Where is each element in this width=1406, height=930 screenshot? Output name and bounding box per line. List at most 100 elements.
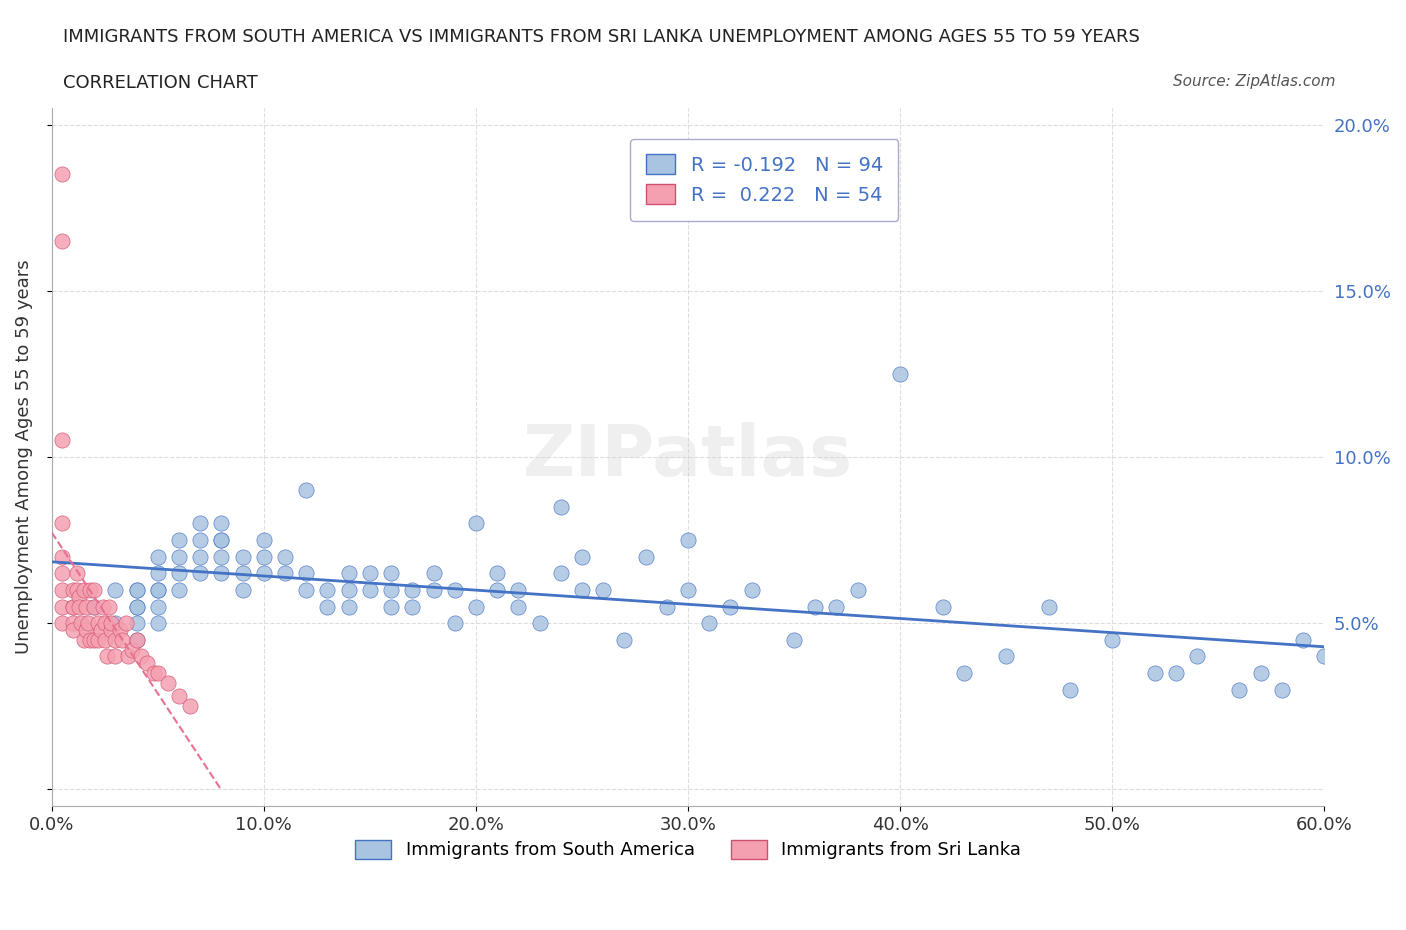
Point <box>464 599 486 614</box>
Point <box>104 582 127 597</box>
Point <box>188 550 211 565</box>
Point <box>1185 649 1208 664</box>
Point <box>108 622 131 637</box>
Text: IMMIGRANTS FROM SOUTH AMERICA VS IMMIGRANTS FROM SRI LANKA UNEMPLOYMENT AMONG AG: IMMIGRANTS FROM SOUTH AMERICA VS IMMIGRA… <box>63 28 1140 46</box>
Point <box>232 565 254 580</box>
Point <box>443 616 465 631</box>
Point <box>295 582 318 597</box>
Point <box>422 582 444 597</box>
Point <box>104 649 127 664</box>
Point <box>592 582 614 597</box>
Point <box>274 565 297 580</box>
Point <box>253 550 276 565</box>
Point <box>62 622 84 637</box>
Point <box>125 599 148 614</box>
Point <box>188 565 211 580</box>
Point <box>209 550 232 565</box>
Point <box>146 565 169 580</box>
Point <box>146 616 169 631</box>
Point <box>295 565 318 580</box>
Point <box>209 565 232 580</box>
Text: ZIPatlas: ZIPatlas <box>523 422 853 491</box>
Point <box>464 516 486 531</box>
Point <box>125 616 148 631</box>
Point <box>83 582 105 597</box>
Point <box>94 616 117 631</box>
Point <box>486 582 509 597</box>
Point <box>72 582 94 597</box>
Point <box>100 622 122 637</box>
Point <box>995 649 1018 664</box>
Point <box>179 698 201 713</box>
Point <box>115 616 138 631</box>
Point <box>613 632 636 647</box>
Point <box>295 483 318 498</box>
Point <box>167 565 190 580</box>
Legend: Immigrants from South America, Immigrants from Sri Lanka: Immigrants from South America, Immigrant… <box>347 833 1028 867</box>
Point <box>67 589 90 604</box>
Point <box>1038 599 1060 614</box>
Point <box>1229 683 1251 698</box>
Point <box>125 632 148 647</box>
Point <box>337 582 360 597</box>
Point <box>146 599 169 614</box>
Point <box>125 599 148 614</box>
Point <box>889 366 911 381</box>
Point <box>422 565 444 580</box>
Point <box>66 565 89 580</box>
Point <box>550 499 572 514</box>
Point <box>550 565 572 580</box>
Point <box>104 616 127 631</box>
Point <box>146 550 169 565</box>
Point <box>117 649 139 664</box>
Point <box>931 599 953 614</box>
Text: Source: ZipAtlas.com: Source: ZipAtlas.com <box>1173 74 1336 89</box>
Point <box>51 233 73 248</box>
Point <box>188 516 211 531</box>
Point <box>359 565 381 580</box>
Point <box>253 565 276 580</box>
Point <box>62 582 84 597</box>
Point <box>952 666 974 681</box>
Point <box>146 666 169 681</box>
Point <box>51 582 73 597</box>
Point <box>804 599 827 614</box>
Point <box>316 582 339 597</box>
Point <box>720 599 742 614</box>
Point <box>83 632 105 647</box>
Point <box>79 632 101 647</box>
Point <box>401 582 423 597</box>
Y-axis label: Unemployment Among Ages 55 to 59 years: Unemployment Among Ages 55 to 59 years <box>15 259 32 655</box>
Point <box>741 582 763 597</box>
Point <box>96 649 118 664</box>
Point <box>1164 666 1187 681</box>
Point <box>83 599 105 614</box>
Point <box>51 616 73 631</box>
Point <box>655 599 678 614</box>
Point <box>401 599 423 614</box>
Point <box>67 599 90 614</box>
Point <box>380 565 402 580</box>
Point <box>70 616 93 631</box>
Point <box>87 616 110 631</box>
Point <box>508 582 530 597</box>
Point <box>676 533 699 548</box>
Point <box>90 622 112 637</box>
Point <box>316 599 339 614</box>
Point <box>62 616 84 631</box>
Point <box>1313 649 1336 664</box>
Point <box>146 582 169 597</box>
Point <box>232 550 254 565</box>
Point <box>104 632 127 647</box>
Text: CORRELATION CHART: CORRELATION CHART <box>63 74 259 92</box>
Point <box>51 516 73 531</box>
Point <box>94 632 117 647</box>
Point <box>79 582 101 597</box>
Point <box>142 666 165 681</box>
Point <box>486 565 509 580</box>
Point <box>359 582 381 597</box>
Point <box>76 616 98 631</box>
Point <box>253 533 276 548</box>
Point <box>146 582 169 597</box>
Point <box>125 582 148 597</box>
